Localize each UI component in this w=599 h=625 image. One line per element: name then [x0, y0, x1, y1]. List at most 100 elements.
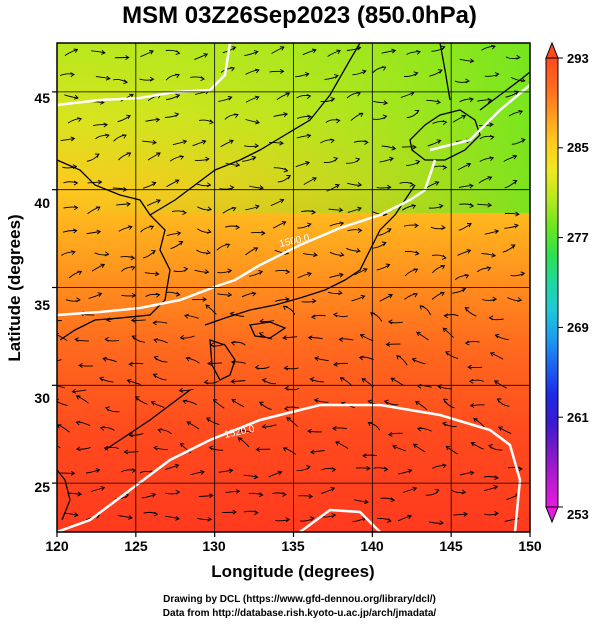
streamline [57, 359, 62, 362]
streamline [57, 445, 61, 449]
streamline [64, 48, 78, 56]
streamline-arrowhead [282, 492, 287, 497]
streamline [78, 364, 94, 367]
streamline-arrowhead [152, 139, 157, 145]
streamline [90, 487, 105, 492]
streamline-arrowhead [498, 426, 503, 431]
streamline [60, 472, 75, 474]
streamline-arrowhead [411, 357, 417, 363]
coast-china-korea [57, 159, 171, 341]
streamline-arrowhead [104, 251, 110, 257]
streamline-arrowhead [49, 440, 53, 444]
streamline-arrowhead [469, 470, 475, 476]
streamline-arrowhead [154, 271, 160, 277]
streamline-arrowhead [207, 361, 212, 366]
streamline-arrowhead [469, 203, 475, 209]
streamline-arrowhead [311, 209, 316, 215]
streamline-arrowhead [286, 174, 292, 180]
streamline-arrowhead [518, 466, 523, 472]
streamline-arrowhead [309, 377, 315, 382]
streamline-arrowhead [434, 181, 440, 186]
streamline-arrowhead [466, 162, 472, 168]
streamline-arrowhead [176, 231, 182, 236]
streamline-arrowhead [125, 55, 130, 60]
streamline [145, 119, 160, 122]
streamline [295, 73, 309, 78]
streamline [328, 208, 343, 211]
streamline [243, 474, 258, 478]
streamline-arrowhead [490, 44, 496, 50]
streamline-arrowhead [331, 512, 337, 518]
streamline-arrowhead [152, 320, 157, 326]
streamline-arrowhead [255, 447, 261, 452]
y-tick-label: 45 [34, 90, 50, 106]
streamline [452, 114, 466, 123]
streamline-arrowhead [491, 252, 497, 258]
streamline [373, 100, 388, 104]
streamline-arrowhead [440, 291, 445, 297]
streamline [57, 400, 68, 406]
streamline-arrowhead [206, 228, 212, 234]
streamline [508, 110, 523, 117]
streamline-arrowhead [126, 378, 132, 384]
streamline-arrowhead [94, 153, 100, 158]
streamline-arrowhead [99, 425, 105, 431]
streamline-arrowhead [183, 266, 189, 272]
streamline-arrowhead [383, 399, 389, 405]
streamline-arrowhead [230, 379, 236, 384]
streamline-arrowhead [74, 337, 79, 343]
streamline [459, 472, 474, 476]
streamline-arrowhead [416, 331, 421, 337]
streamline-arrowhead [386, 228, 392, 233]
streamline [140, 50, 154, 58]
streamline [231, 380, 246, 383]
streamline-arrowhead [438, 203, 444, 209]
streamline [302, 49, 317, 56]
streamline-arrowhead [439, 520, 444, 526]
coast-japan-honshu [204, 184, 416, 326]
streamline-arrowhead [235, 224, 241, 230]
streamline-arrowhead [461, 287, 467, 292]
streamline-arrowhead [105, 406, 110, 412]
streamline-arrowhead [493, 380, 499, 385]
streamline-arrowhead [261, 230, 266, 236]
streamline [384, 400, 399, 406]
x-tick-label: 150 [518, 538, 542, 554]
streamline-arrowhead [466, 249, 472, 254]
streamline [483, 476, 499, 479]
streamline-arrowhead [235, 488, 241, 494]
colorbar-tick-labels: 293 285 277 269 261 253 [567, 51, 589, 522]
streamline-arrowhead [282, 447, 288, 452]
streamline-arrowhead [313, 397, 319, 403]
streamline-arrowhead [488, 444, 493, 449]
streamline-arrowhead [208, 493, 214, 499]
streamline-arrowhead [231, 206, 237, 212]
streamline-arrowhead [464, 340, 470, 346]
streamline-arrowhead [358, 355, 364, 361]
streamline-arrowhead [469, 97, 474, 103]
streamline-arrowhead [155, 117, 161, 123]
streamline-arrowhead [70, 250, 76, 256]
axis-ticks [52, 91, 531, 537]
contour-1520 [57, 403, 522, 532]
streamline-arrowhead [409, 182, 415, 187]
streamline [244, 51, 258, 56]
streamline-arrowhead [97, 179, 103, 185]
streamline-arrowhead [126, 201, 131, 207]
streamline [308, 337, 323, 340]
streamline-arrowhead [128, 432, 134, 438]
streamline-arrowhead [383, 100, 389, 106]
streamline-arrowhead [364, 499, 369, 505]
streamline-arrowhead [306, 94, 312, 99]
streamline-arrowhead [253, 474, 259, 480]
streamline-arrowhead [445, 351, 450, 356]
streamline-arrowhead [493, 484, 499, 490]
streamline-arrowhead [310, 449, 315, 455]
streamline-arrowhead [208, 445, 214, 451]
streamline-arrowhead [282, 305, 288, 311]
streamline-arrowhead [128, 361, 133, 367]
streamline [416, 331, 429, 341]
streamline-arrowhead [77, 270, 83, 276]
streamline-arrowhead [283, 112, 289, 118]
streamline [351, 295, 365, 302]
